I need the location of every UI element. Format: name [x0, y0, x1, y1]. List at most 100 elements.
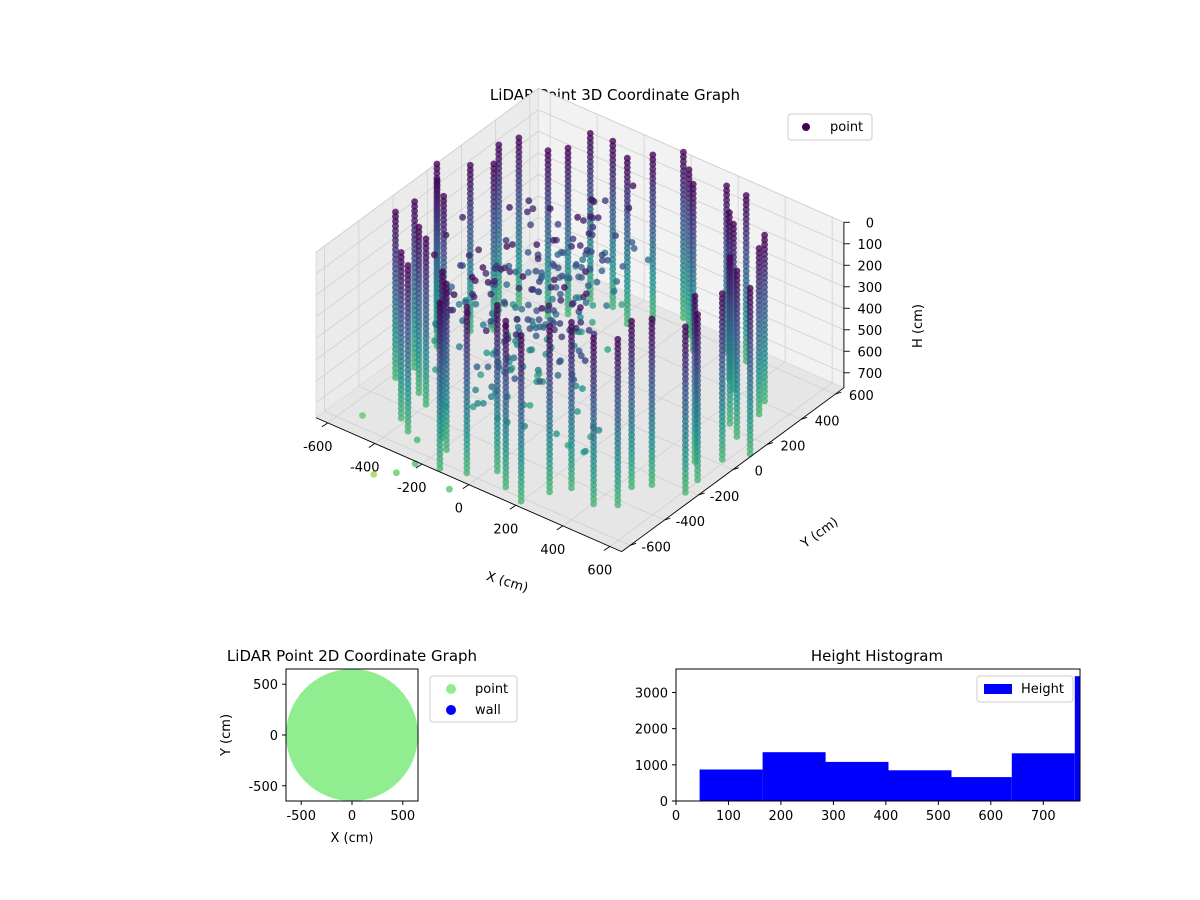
- data-point: [502, 360, 510, 368]
- data-point: [590, 434, 597, 441]
- data-point: [718, 418, 726, 425]
- data-point: [502, 398, 510, 405]
- data-point: [546, 474, 553, 482]
- data-point: [718, 437, 726, 444]
- data-point: [440, 197, 448, 205]
- data-point: [397, 296, 405, 304]
- data-point: [610, 287, 618, 295]
- data-point: [392, 364, 399, 372]
- data-point: [546, 379, 553, 387]
- data-point: [433, 262, 441, 269]
- x-tick-label: -600: [303, 440, 333, 455]
- data-point: [726, 330, 734, 337]
- data-point: [730, 220, 737, 228]
- data-point: [730, 249, 737, 256]
- data-point: [648, 362, 656, 370]
- data-point: [746, 355, 754, 363]
- data-point: [463, 337, 471, 344]
- data-point: [614, 449, 622, 457]
- data-point: [568, 356, 575, 364]
- data-point: [544, 171, 552, 178]
- data-point: [404, 408, 412, 416]
- data-point: [495, 245, 503, 253]
- data-point: [682, 446, 689, 454]
- data-point: [628, 327, 635, 334]
- data-point: [589, 301, 597, 309]
- data-point: [404, 285, 412, 293]
- data-point: [515, 172, 523, 180]
- data-point: [609, 241, 617, 249]
- data-point: [415, 256, 423, 264]
- data-point: [557, 296, 565, 304]
- data-point: [443, 417, 450, 425]
- data-point: [404, 290, 412, 298]
- data-point: [726, 263, 734, 271]
- data-point: [397, 405, 405, 412]
- data-point: [546, 341, 553, 349]
- data-point: [433, 191, 441, 199]
- histogram-bar: [951, 777, 1012, 801]
- data-point: [682, 427, 689, 435]
- data-point: [682, 489, 689, 496]
- data-point: [628, 436, 635, 443]
- data-point: [742, 267, 750, 275]
- data-point: [554, 251, 562, 258]
- data-point: [544, 256, 552, 263]
- z-tick-label: 600: [857, 345, 882, 360]
- data-point: [689, 270, 697, 278]
- data-point: [746, 412, 754, 420]
- data-point: [733, 418, 741, 426]
- data-point: [471, 277, 479, 284]
- data-point: [433, 238, 441, 246]
- data-point: [568, 484, 575, 492]
- data-point: [682, 455, 689, 463]
- histogram-x-tick-label: 600: [978, 809, 1003, 824]
- data-point: [590, 467, 597, 475]
- data-point: [682, 418, 689, 425]
- data-point: [506, 204, 513, 211]
- data-point: [442, 231, 450, 239]
- data-point: [397, 329, 405, 337]
- data-point: [689, 213, 697, 221]
- data-point: [392, 374, 399, 381]
- data-point: [397, 372, 405, 379]
- data-point: [528, 286, 535, 293]
- data-point: [682, 342, 689, 350]
- data-point: [404, 380, 412, 388]
- data-point: [422, 315, 430, 323]
- data-point: [628, 412, 635, 420]
- data-point: [730, 225, 737, 233]
- data-point: [568, 446, 575, 454]
- data-point: [433, 160, 441, 168]
- data-point: [558, 333, 566, 341]
- data-point: [564, 154, 572, 162]
- data-point: [726, 410, 734, 418]
- data-point: [590, 443, 597, 451]
- data-point: [680, 285, 687, 293]
- data-point: [590, 391, 597, 399]
- data-point: [628, 407, 635, 415]
- data-point: [433, 224, 441, 232]
- data-point: [609, 298, 617, 306]
- data-point: [422, 334, 430, 342]
- data-point: [404, 356, 412, 364]
- data-point: [623, 310, 631, 318]
- data-point: [609, 251, 617, 258]
- data-point: [746, 436, 754, 444]
- data-point: [502, 473, 510, 481]
- data-point: [495, 198, 503, 206]
- data-point: [718, 337, 726, 345]
- data-point: [493, 325, 501, 333]
- chart-2d-y-tick-label: 0: [270, 729, 278, 744]
- data-point: [440, 216, 448, 224]
- grid-line-y-floor: [461, 310, 768, 445]
- data-point: [397, 414, 405, 422]
- data-point: [479, 400, 487, 407]
- data-point: [493, 330, 501, 338]
- data-point: [680, 276, 687, 284]
- data-point: [493, 316, 501, 323]
- data-point: [628, 346, 635, 353]
- data-point: [742, 239, 750, 247]
- data-point: [590, 420, 597, 427]
- data-point: [517, 379, 525, 387]
